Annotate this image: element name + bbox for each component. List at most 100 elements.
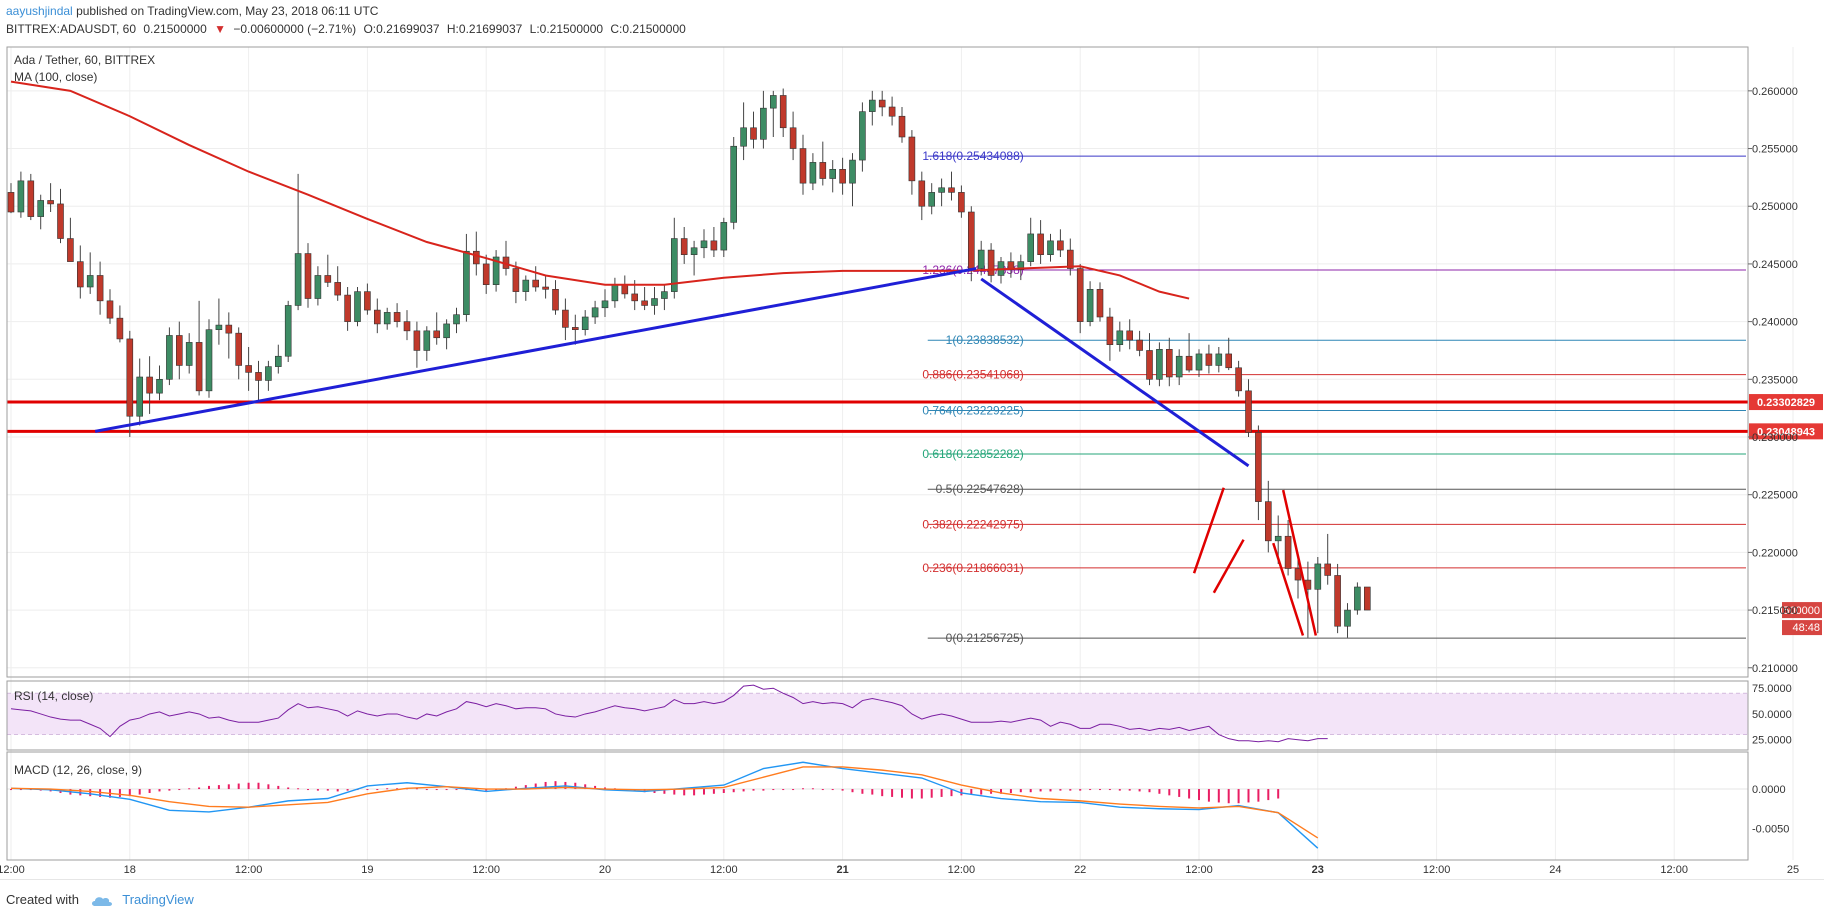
macd-histogram-bar [782,789,785,791]
macd-histogram-bar [326,789,329,791]
macd-histogram-bar [930,789,933,798]
candle-body [1185,355,1193,371]
macd-histogram-bar [683,789,686,796]
candle-body [492,256,500,285]
macd-histogram-bar [742,789,745,792]
candle-body [898,115,906,138]
candle-body [364,291,371,311]
candle-body [166,335,173,380]
grid-lines [7,47,1794,860]
macd-histogram-bar [831,789,834,791]
macd-histogram-bar [811,788,814,790]
y-tick-label: 0.220000 [1752,547,1798,559]
macd-histogram-bar [920,789,923,799]
macd-histogram-bar [425,789,428,791]
candle-body [463,250,470,315]
macd-histogram-bar [752,789,755,791]
macd-histogram-bar [980,789,983,795]
candle-body [918,180,926,207]
candle-body [1136,339,1143,351]
macd-histogram-bar [1039,789,1042,792]
macd-histogram-bar [336,789,339,792]
pane-border [6,680,1749,751]
macd-histogram-bar [970,789,973,795]
candle-body [27,180,35,217]
published-text: published on TradingView.com, May 23, 20… [76,4,379,18]
rsi-band [7,693,1748,735]
candle-body [661,291,668,299]
candle-body [1354,586,1361,611]
candle-body [1324,563,1331,576]
x-tick-label: 25 [1787,864,1799,876]
macd-histogram-bar [445,789,448,791]
tradingview-brand[interactable]: TradingView [122,892,194,907]
candle-body [1344,609,1351,627]
candle-body [1245,390,1252,433]
candle-body [631,293,639,302]
macd-histogram-bar [712,789,715,794]
close-value: C:0.21500000 [610,22,686,36]
macd-histogram-bar [604,787,606,790]
macd-histogram-bar [247,782,250,790]
x-tick-label: 12:00 [0,864,25,876]
macd-histogram-bar [435,789,438,791]
candle-body [532,279,540,288]
macd-histogram-bar [910,789,913,799]
candle-body [938,187,945,193]
macd-histogram-bar [346,789,349,791]
signal-line [10,766,1319,839]
candle-body [967,211,975,269]
candle-body [1284,535,1292,569]
y-tick-label: 0.260000 [1752,86,1798,98]
candle-body [1096,289,1104,318]
candle-body [1076,268,1084,322]
candle-body [116,317,124,340]
axes: 12:00 18 12:00 19 12:00 20 12:00 21 12:00 22 12:00… [0,86,1799,876]
macd-histogram-bar [376,789,379,791]
candle-body [393,312,401,322]
macd-histogram-bar [524,785,527,790]
candle-body [512,268,520,292]
fib-level-label: 0.5(0.22547628) [936,482,1024,496]
pane-titles: Ada / Tether, 60, BITTREX MA (100, close… [14,53,155,777]
candle-body [591,307,599,318]
macd-histogram-bar [178,789,181,791]
macd-histogram-bar [643,789,646,793]
macd-histogram-bar [1247,789,1250,803]
candle-body [958,192,965,213]
candle-body [86,275,94,288]
macd-histogram-bar [366,789,369,791]
candle-body [294,253,302,306]
pane-border [6,751,1749,861]
candle-body [720,222,728,251]
macd-histogram-bar [584,784,587,790]
candle-body [37,200,45,217]
y-tick-label: 0.225000 [1752,490,1798,502]
candle-body [977,249,985,269]
candle-body [1017,261,1025,270]
candle-body [562,309,569,328]
candle-body [304,253,312,299]
candle-body [948,187,955,193]
macd-histogram-bar [673,789,676,795]
macd-histogram-bar [1178,789,1181,797]
candle-body [1274,535,1282,542]
author-link[interactable]: aayushjindal [6,4,73,18]
x-tick-label: 12:00 [710,864,738,876]
macd-histogram-bar [415,788,418,790]
macd-histogram-bar [841,789,844,791]
macd-histogram-bar [1099,789,1101,791]
macd-histogram-bar [208,785,210,790]
macd-histogram-bar [1059,789,1062,791]
macd-histogram-bar [118,789,121,797]
candle-body [740,127,747,147]
macd-histogram-bar [1138,789,1141,792]
candle-body [176,335,183,366]
macd-histogram-bar [89,789,92,797]
candle-body [1166,349,1173,378]
rsi-tick-label: 50.0000 [1752,709,1792,721]
candle-body [750,127,757,140]
trading-chart[interactable]: 1.618(0.25434088)1.236(0.24447838)1(0.23… [0,40,1824,880]
x-tick-label: 19 [361,864,373,876]
chart-header: aayushjindal published on TradingView.co… [0,0,1824,40]
